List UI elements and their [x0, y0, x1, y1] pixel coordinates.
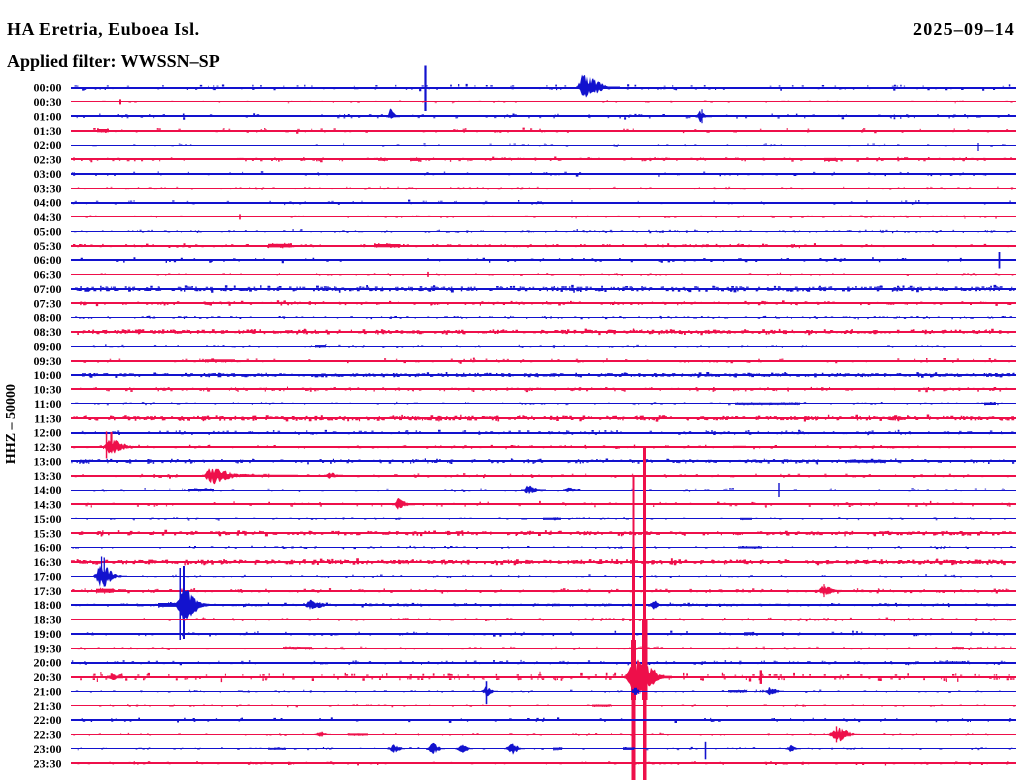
svg-text:19:30: 19:30: [34, 641, 62, 655]
svg-text:12:00: 12:00: [34, 426, 62, 440]
svg-text:22:30: 22:30: [34, 728, 62, 742]
svg-text:11:00: 11:00: [34, 397, 61, 411]
svg-text:23:30: 23:30: [34, 756, 62, 770]
svg-text:17:00: 17:00: [34, 570, 62, 584]
svg-text:13:30: 13:30: [34, 469, 62, 483]
svg-text:13:00: 13:00: [34, 454, 62, 468]
svg-text:HA Eretria, Euboea Isl.: HA Eretria, Euboea Isl.: [7, 19, 200, 39]
svg-text:HHZ – 50000: HHZ – 50000: [4, 384, 19, 464]
svg-text:02:30: 02:30: [34, 153, 62, 167]
svg-text:10:30: 10:30: [34, 383, 62, 397]
svg-text:07:30: 07:30: [34, 296, 62, 310]
svg-text:20:00: 20:00: [34, 656, 62, 670]
svg-text:06:00: 06:00: [34, 253, 62, 267]
svg-text:16:00: 16:00: [34, 541, 62, 555]
svg-text:08:00: 08:00: [34, 311, 62, 325]
svg-text:18:30: 18:30: [34, 613, 62, 627]
svg-text:15:30: 15:30: [34, 526, 62, 540]
svg-text:09:00: 09:00: [34, 339, 62, 353]
svg-text:14:00: 14:00: [34, 483, 62, 497]
svg-text:16:30: 16:30: [34, 555, 62, 569]
svg-text:Applied filter: WWSSN–SP: Applied filter: WWSSN–SP: [7, 51, 220, 71]
svg-text:00:30: 00:30: [34, 95, 62, 109]
svg-text:19:00: 19:00: [34, 627, 62, 641]
svg-text:02:00: 02:00: [34, 138, 62, 152]
svg-text:01:00: 01:00: [34, 110, 62, 124]
svg-text:03:30: 03:30: [34, 181, 62, 195]
svg-text:03:00: 03:00: [34, 167, 62, 181]
svg-text:17:30: 17:30: [34, 584, 62, 598]
svg-text:18:00: 18:00: [34, 598, 62, 612]
svg-text:15:00: 15:00: [34, 512, 62, 526]
svg-text:04:30: 04:30: [34, 210, 62, 224]
svg-text:01:30: 01:30: [34, 124, 62, 138]
svg-text:21:00: 21:00: [34, 685, 62, 699]
svg-text:11:30: 11:30: [34, 411, 61, 425]
svg-text:09:30: 09:30: [34, 354, 62, 368]
svg-text:05:00: 05:00: [34, 224, 62, 238]
svg-text:08:30: 08:30: [34, 325, 62, 339]
svg-text:14:30: 14:30: [34, 498, 62, 512]
svg-text:10:00: 10:00: [34, 368, 62, 382]
svg-text:22:00: 22:00: [34, 713, 62, 727]
svg-text:00:00: 00:00: [34, 81, 62, 95]
svg-text:21:30: 21:30: [34, 699, 62, 713]
svg-text:20:30: 20:30: [34, 670, 62, 684]
svg-text:04:00: 04:00: [34, 196, 62, 210]
svg-text:07:00: 07:00: [34, 282, 62, 296]
svg-text:12:30: 12:30: [34, 440, 62, 454]
svg-text:23:00: 23:00: [34, 742, 62, 756]
svg-text:06:30: 06:30: [34, 268, 62, 282]
svg-text:05:30: 05:30: [34, 239, 62, 253]
svg-text:2025–09–14: 2025–09–14: [913, 19, 1015, 39]
